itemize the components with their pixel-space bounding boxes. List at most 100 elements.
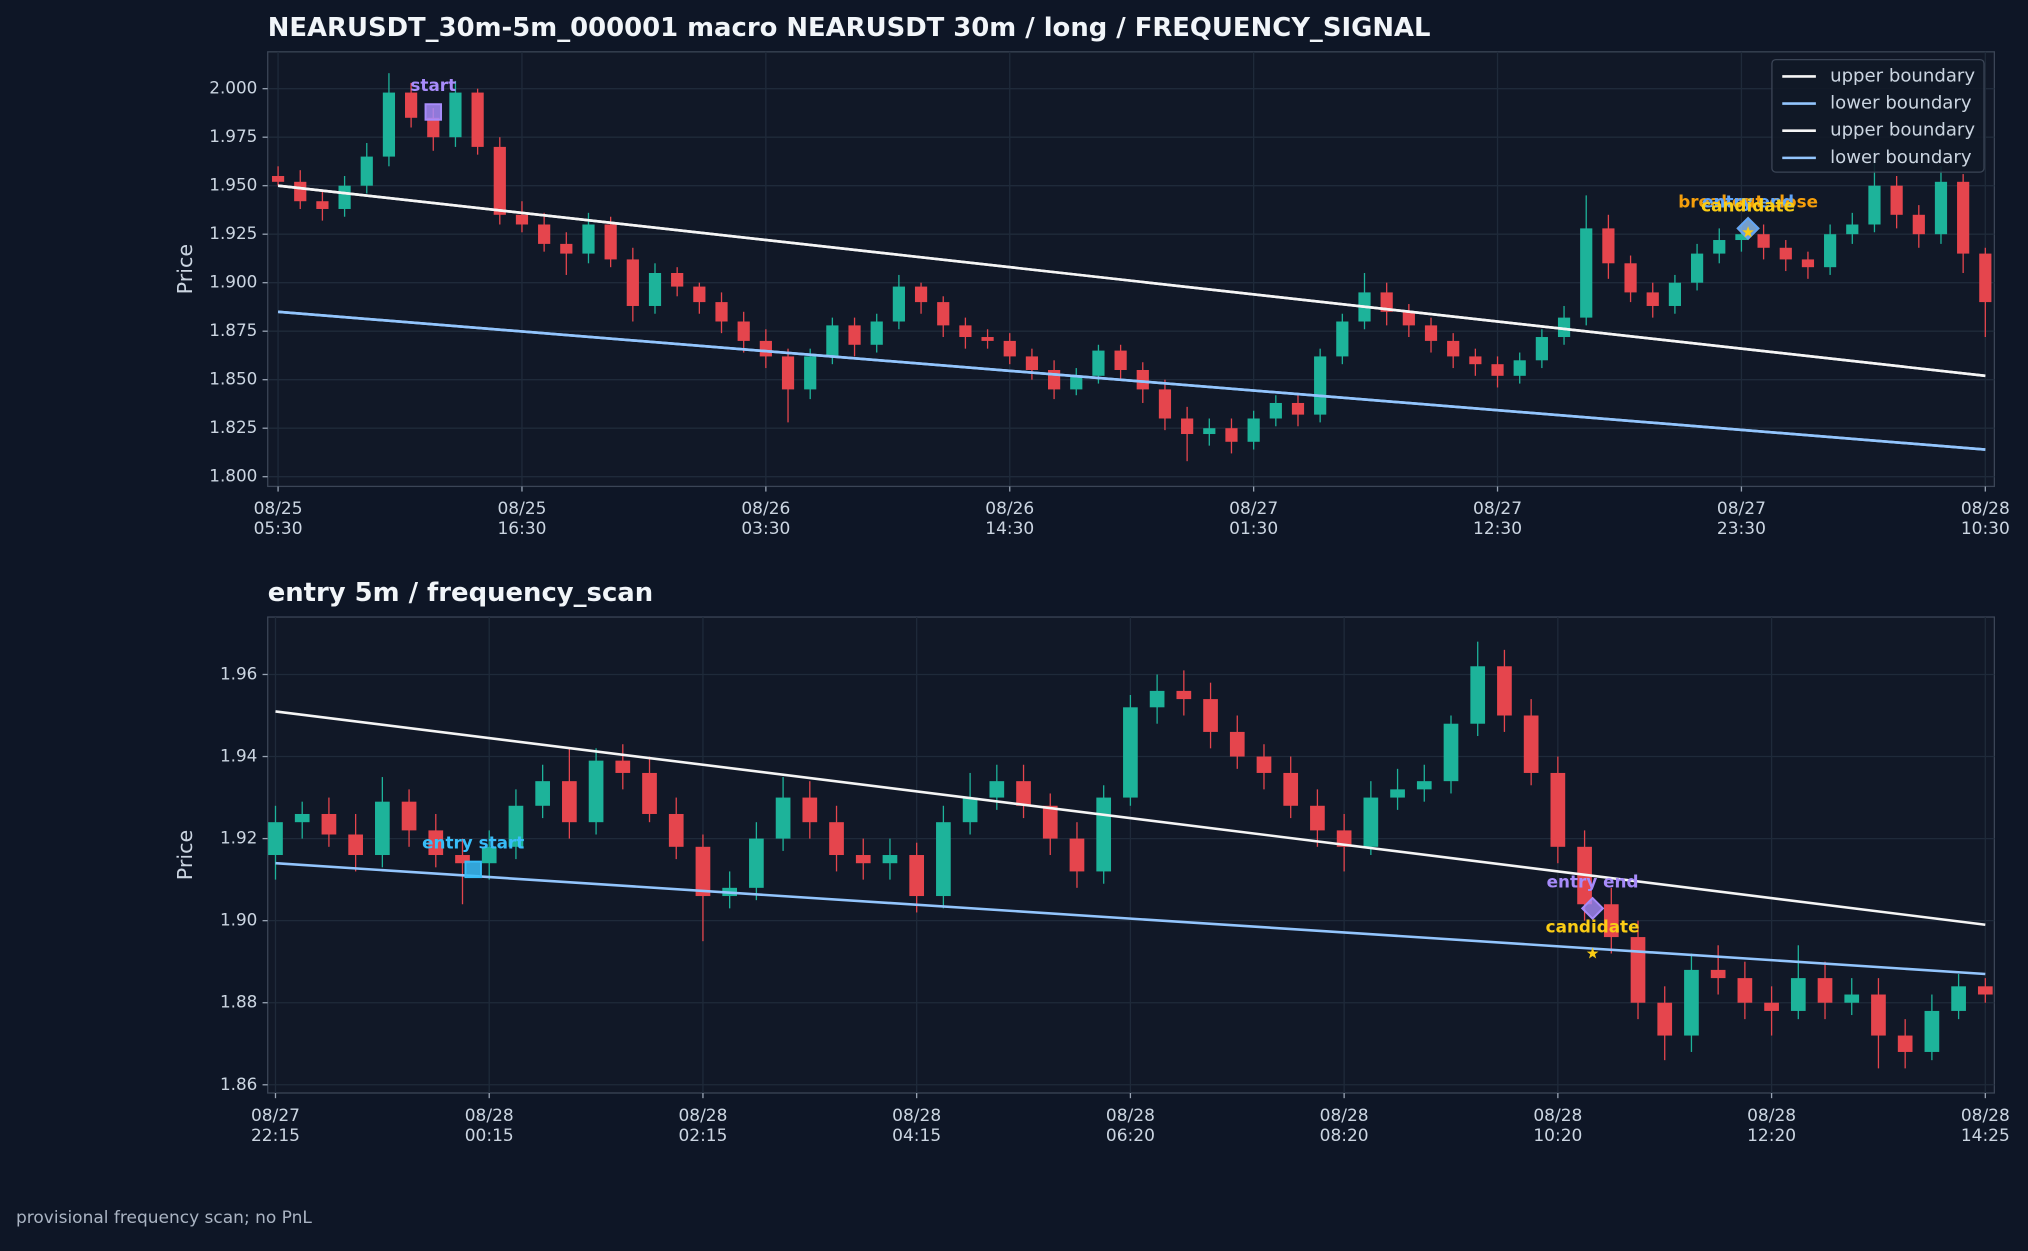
plot-area	[267, 616, 1996, 1094]
candle-body	[1513, 360, 1526, 376]
candle-body	[693, 286, 706, 303]
y-axis-label: Price	[173, 830, 197, 880]
candle-body	[870, 321, 883, 345]
x-tick-label: 08/27 12:30	[1473, 499, 1523, 540]
candle-body	[1951, 986, 1966, 1011]
candle-body	[781, 356, 795, 390]
y-tick-label: 1.925	[209, 223, 257, 243]
candle-body	[481, 846, 497, 864]
candle-body	[959, 325, 972, 338]
candle-body	[1801, 259, 1815, 268]
marker	[464, 860, 482, 879]
candle-body	[882, 855, 898, 864]
candle-body	[1136, 370, 1149, 390]
y-tick-label: 1.96	[220, 663, 257, 683]
candle-body	[1735, 234, 1748, 241]
y-tick-label: 1.92	[220, 828, 257, 848]
candle-body	[1764, 1002, 1779, 1011]
candle-body	[1957, 181, 1970, 254]
y-tick-label: 1.975	[209, 126, 257, 146]
candle-body	[1336, 321, 1349, 357]
y-tick-label: 1.800	[209, 466, 257, 486]
candle-body	[1710, 969, 1726, 979]
candle-body	[1416, 781, 1432, 790]
candle-body	[1225, 428, 1238, 442]
boundary-line	[275, 861, 1986, 976]
candle-body	[1149, 690, 1165, 708]
candle-body	[1491, 364, 1504, 376]
candle-body	[737, 321, 750, 341]
candle-body	[1336, 830, 1352, 847]
candle-body	[1390, 789, 1405, 798]
x-tick-label: 08/28 14:25	[1960, 1105, 2010, 1146]
candle-body	[1713, 240, 1726, 254]
candle-body	[1314, 356, 1327, 415]
candle-body	[1890, 185, 1903, 215]
candle-body	[671, 272, 684, 287]
y-tick-label: 1.850	[209, 369, 257, 389]
candle-body	[1070, 375, 1083, 390]
candle-body	[1042, 805, 1058, 839]
annotation-label: candidate	[1701, 195, 1795, 215]
marker	[1742, 226, 1754, 238]
candle-body	[668, 813, 684, 847]
candle-body	[268, 822, 283, 856]
candle-body	[1602, 228, 1615, 264]
candle-body	[829, 822, 844, 856]
candle-body	[802, 797, 818, 823]
candle-body	[493, 146, 506, 215]
x-tick-label: 08/28 02:15	[678, 1105, 728, 1146]
candle-body	[1580, 228, 1593, 318]
candle-body	[1203, 428, 1216, 435]
legend-box	[1771, 58, 1985, 173]
annotation-label: breakout close	[1678, 192, 1818, 212]
candle-body	[1912, 214, 1925, 235]
candle-body	[695, 846, 711, 897]
candle-body	[1291, 402, 1305, 415]
x-tick-label: 08/28 00:15	[464, 1105, 514, 1146]
candle-body	[749, 838, 764, 888]
x-tick-label: 08/27 22:15	[250, 1105, 300, 1146]
candle-body	[626, 259, 639, 306]
candle-body	[1470, 666, 1486, 724]
candle-body	[449, 92, 462, 138]
candle-body	[775, 797, 791, 839]
candle-body	[538, 224, 551, 244]
candle-body	[1757, 234, 1770, 248]
annotation-label: entry end	[1702, 192, 1794, 212]
candle-body	[321, 813, 337, 835]
candle-body	[1283, 772, 1299, 806]
candle-body	[582, 224, 595, 254]
marker	[1586, 947, 1599, 959]
candle-body	[1603, 904, 1619, 938]
y-tick-label: 2.000	[209, 78, 257, 98]
candle-body	[1363, 797, 1379, 847]
candle-body	[1469, 356, 1482, 365]
candle-body	[848, 325, 861, 345]
candle-body	[989, 781, 1005, 798]
candle-body	[588, 760, 604, 823]
candle-body	[1443, 723, 1459, 782]
candle-body	[401, 801, 417, 831]
marker	[424, 103, 443, 121]
candle-body	[455, 855, 470, 864]
candle-body	[1096, 797, 1112, 872]
candle-body	[1535, 337, 1548, 361]
candle-body	[1630, 937, 1646, 1003]
candle-body	[375, 801, 390, 856]
y-tick-label: 1.900	[209, 272, 257, 292]
y-axis-label: Price	[173, 244, 197, 294]
footer-note: provisional frequency scan; no PnL	[16, 1208, 312, 1228]
candle-body	[981, 337, 994, 341]
x-tick-label: 08/25 16:30	[497, 499, 547, 540]
candle-body	[1523, 715, 1539, 773]
legend-label: lower boundary	[1830, 93, 1972, 114]
candle-body	[936, 822, 951, 897]
candle-body	[615, 760, 631, 773]
y-tick-label: 1.94	[220, 746, 257, 766]
candle-body	[804, 356, 817, 390]
candle-body	[1868, 185, 1881, 225]
candle-body	[855, 855, 871, 864]
candle-body	[914, 286, 928, 303]
